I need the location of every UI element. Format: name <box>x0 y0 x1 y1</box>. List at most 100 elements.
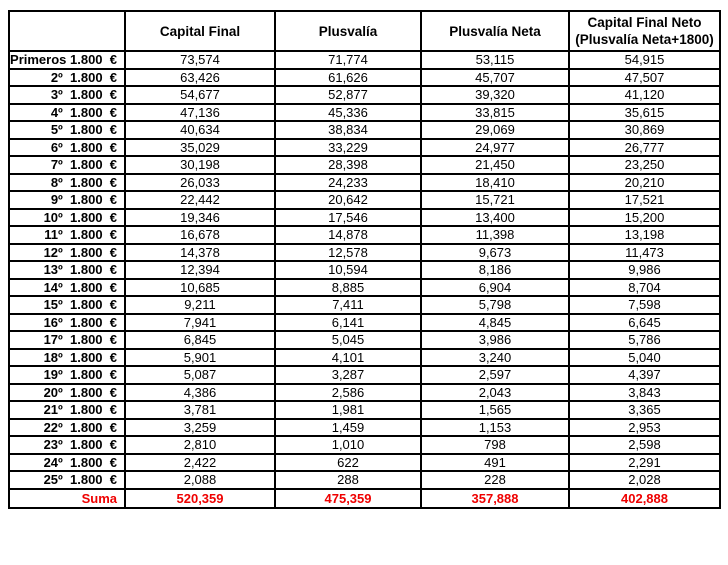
value-cell: 1,153 <box>420 417 570 437</box>
row-label: 4º 1.800 € <box>8 102 126 122</box>
value-cell: 6,845 <box>124 330 276 350</box>
row-label: 8º 1.800 € <box>8 172 126 192</box>
value-cell: 798 <box>420 435 570 455</box>
value-cell: 4,845 <box>420 312 570 332</box>
value-cell: 6,645 <box>568 312 721 332</box>
value-cell: 491 <box>420 452 570 472</box>
value-cell: 2,043 <box>420 382 570 402</box>
value-cell: 2,088 <box>124 470 276 490</box>
value-cell: 33,229 <box>274 137 422 157</box>
value-cell: 2,598 <box>568 435 721 455</box>
value-cell: 29,069 <box>420 120 570 140</box>
table-row: Primeros 1.800 €73,574 71,774 53,115 54,915 <box>8 50 721 70</box>
value-cell: 63,426 <box>124 67 276 87</box>
value-cell: 38,834 <box>274 120 422 140</box>
value-cell: 7,598 <box>568 295 721 315</box>
value-cell: 10,594 <box>274 260 422 280</box>
row-label: 14º 1.800 € <box>8 277 126 297</box>
value-cell: 61,626 <box>274 67 422 87</box>
table-row: 22º 1.800 €3,259 1,459 1,153 2,953 <box>8 417 721 437</box>
value-cell: 2,810 <box>124 435 276 455</box>
value-cell: 15,721 <box>420 190 570 210</box>
table-row: 20º 1.800 €4,386 2,586 2,043 3,843 <box>8 382 721 402</box>
amortization-table: Capital Final Plusvalía Plusvalía Neta C… <box>8 10 721 509</box>
value-cell: 5,798 <box>420 295 570 315</box>
value-cell: 4,397 <box>568 365 721 385</box>
table-row: 6º 1.800 €35,029 33,229 24,977 26,777 <box>8 137 721 157</box>
value-cell: 14,378 <box>124 242 276 262</box>
value-cell: 28,398 <box>274 155 422 175</box>
row-label: 21º 1.800 € <box>8 400 126 420</box>
row-label: 23º 1.800 € <box>8 435 126 455</box>
value-cell: 54,677 <box>124 85 276 105</box>
value-cell: 73,574 <box>124 50 276 70</box>
row-label: 20º 1.800 € <box>8 382 126 402</box>
value-cell: 9,673 <box>420 242 570 262</box>
value-cell: 26,777 <box>568 137 721 157</box>
value-cell: 5,087 <box>124 365 276 385</box>
value-cell: 17,521 <box>568 190 721 210</box>
table-row: 13º 1.800 €12,394 10,594 8,186 9,986 <box>8 260 721 280</box>
value-cell: 13,400 <box>420 207 570 227</box>
value-cell: 288 <box>274 470 422 490</box>
table-row: 14º 1.800 €10,685 8,885 6,904 8,704 <box>8 277 721 297</box>
value-cell: 12,394 <box>124 260 276 280</box>
table-row: 11º 1.800 €16,678 14,878 11,398 13,198 <box>8 225 721 245</box>
table-body: Primeros 1.800 €73,574 71,774 53,115 54,915… <box>8 50 721 490</box>
value-cell: 30,198 <box>124 155 276 175</box>
value-cell: 16,678 <box>124 225 276 245</box>
value-cell: 47,136 <box>124 102 276 122</box>
value-cell: 12,578 <box>274 242 422 262</box>
value-cell: 22,442 <box>124 190 276 210</box>
suma-capital-final-neto: 402,888 <box>568 487 721 509</box>
value-cell: 4,386 <box>124 382 276 402</box>
value-cell: 6,141 <box>274 312 422 332</box>
value-cell: 5,901 <box>124 347 276 367</box>
row-label: 22º 1.800 € <box>8 417 126 437</box>
value-cell: 71,774 <box>274 50 422 70</box>
value-cell: 8,704 <box>568 277 721 297</box>
value-cell: 2,953 <box>568 417 721 437</box>
value-cell: 19,346 <box>124 207 276 227</box>
corner-blank-cell <box>8 10 126 52</box>
column-header-plusvalia: Plusvalía <box>274 10 422 52</box>
row-label: 24º 1.800 € <box>8 452 126 472</box>
table-row: 19º 1.800 €5,087 3,287 2,597 4,397 <box>8 365 721 385</box>
row-label: Primeros 1.800 € <box>8 50 126 70</box>
value-cell: 3,986 <box>420 330 570 350</box>
value-cell: 7,941 <box>124 312 276 332</box>
value-cell: 3,365 <box>568 400 721 420</box>
table-row: 17º 1.800 €6,845 5,045 3,986 5,786 <box>8 330 721 350</box>
table-row: 24º 1.800 €2,422 622 491 2,291 <box>8 452 721 472</box>
value-cell: 1,010 <box>274 435 422 455</box>
table-row: 9º 1.800 €22,442 20,642 15,721 17,521 <box>8 190 721 210</box>
table-row: 18º 1.800 €5,901 4,101 3,240 5,040 <box>8 347 721 367</box>
row-label: 16º 1.800 € <box>8 312 126 332</box>
table-row: 4º 1.800 €47,136 45,336 33,815 35,615 <box>8 102 721 122</box>
value-cell: 5,045 <box>274 330 422 350</box>
value-cell: 2,597 <box>420 365 570 385</box>
value-cell: 4,101 <box>274 347 422 367</box>
value-cell: 14,878 <box>274 225 422 245</box>
table-row: 25º 1.800 €2,088 288 228 2,028 <box>8 470 721 490</box>
value-cell: 10,685 <box>124 277 276 297</box>
value-cell: 20,210 <box>568 172 721 192</box>
value-cell: 17,546 <box>274 207 422 227</box>
value-cell: 2,028 <box>568 470 721 490</box>
row-label: 7º 1.800 € <box>8 155 126 175</box>
value-cell: 2,291 <box>568 452 721 472</box>
value-cell: 39,320 <box>420 85 570 105</box>
value-cell: 33,815 <box>420 102 570 122</box>
value-cell: 23,250 <box>568 155 721 175</box>
value-cell: 3,781 <box>124 400 276 420</box>
value-cell: 21,450 <box>420 155 570 175</box>
row-label: 11º 1.800 € <box>8 225 126 245</box>
row-label: 9º 1.800 € <box>8 190 126 210</box>
row-label: 3º 1.800 € <box>8 85 126 105</box>
value-cell: 8,186 <box>420 260 570 280</box>
value-cell: 6,904 <box>420 277 570 297</box>
value-cell: 35,029 <box>124 137 276 157</box>
row-label: 10º 1.800 € <box>8 207 126 227</box>
value-cell: 1,981 <box>274 400 422 420</box>
row-label: 13º 1.800 € <box>8 260 126 280</box>
